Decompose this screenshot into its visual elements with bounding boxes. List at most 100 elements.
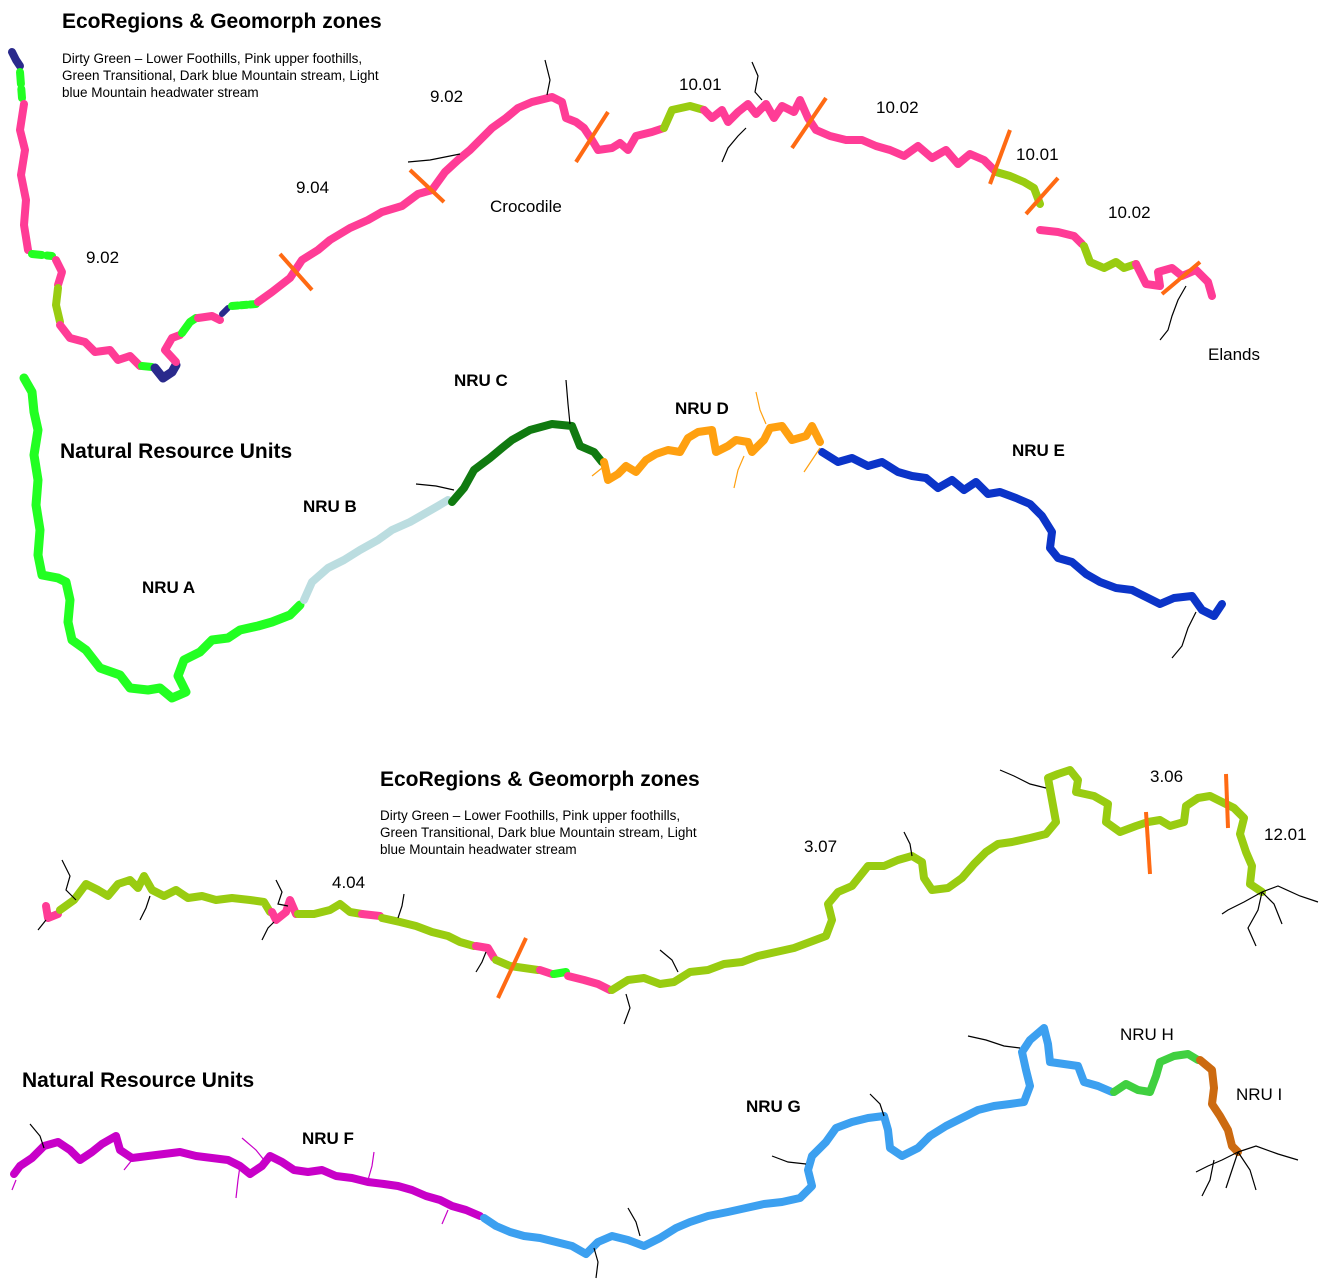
tributary-line bbox=[123, 1159, 133, 1171]
zone-boundary bbox=[278, 252, 314, 292]
river-label-elands: Elands bbox=[1208, 345, 1260, 364]
river2-segment-lower-foothills bbox=[608, 766, 1266, 994]
river1-segment-lower-foothills bbox=[52, 284, 64, 326]
tributary-line bbox=[733, 455, 745, 489]
nru-c-reach bbox=[448, 420, 606, 506]
river1-segment-mountain-stream bbox=[150, 360, 181, 383]
zone-label-9-04: 9.04 bbox=[296, 178, 329, 197]
tributary-line bbox=[29, 1123, 45, 1149]
tributary-line bbox=[261, 921, 275, 941]
river2-segment-lower-foothills bbox=[56, 872, 274, 916]
panel-nru-crocodile: Natural Resource Units NRU A NRU B NRU C… bbox=[19, 371, 1226, 703]
tributary-line bbox=[1261, 891, 1283, 925]
river1-segment-lower-foothills bbox=[1080, 242, 1140, 272]
zone-label-10-01: 10.01 bbox=[679, 75, 722, 94]
river1-segment-upper-foothills bbox=[16, 100, 32, 254]
zone-label-3-06: 3.06 bbox=[1150, 767, 1183, 786]
zone-boundary bbox=[1160, 260, 1202, 296]
nru-g-reach bbox=[480, 1024, 1116, 1258]
tributary-line bbox=[999, 769, 1047, 789]
panel3-legend-line2: Green Transitional, Dark blue Mountain s… bbox=[380, 825, 697, 840]
nru-label-b: NRU B bbox=[303, 497, 357, 516]
tributary-line bbox=[1171, 611, 1197, 659]
tributary-line bbox=[903, 831, 913, 857]
tributary-line bbox=[1201, 1159, 1215, 1197]
nru-d-reach bbox=[600, 422, 824, 484]
zone-boundary bbox=[988, 129, 1012, 185]
panel3-title: EcoRegions & Geomorph zones bbox=[380, 768, 700, 791]
tributary-line bbox=[441, 1209, 449, 1225]
zone-boundary bbox=[408, 168, 446, 204]
river1-segment-transitional bbox=[228, 300, 260, 310]
zone-label-12-01: 12.01 bbox=[1264, 825, 1307, 844]
nru-label-i: NRU I bbox=[1236, 1085, 1282, 1104]
panel3-legend-line3: blue Mountain headwater stream bbox=[380, 842, 577, 857]
river1-segment-upper-foothills bbox=[1132, 260, 1216, 300]
tributary-line bbox=[803, 447, 821, 473]
nru-a-reach bbox=[19, 373, 305, 703]
tributary-line bbox=[544, 59, 551, 96]
zone-boundary bbox=[1144, 811, 1152, 875]
nru-label-e: NRU E bbox=[1012, 441, 1065, 460]
tributary-line bbox=[475, 951, 487, 973]
panel-nru-second: Natural Resource Units NRU F NRU G NRU H… bbox=[10, 1024, 1299, 1279]
river2-segment-upper-foothills bbox=[536, 966, 556, 978]
tributary-line bbox=[1237, 1151, 1257, 1191]
nru-i-reach bbox=[1196, 1056, 1242, 1156]
panel2-title: Natural Resource Units bbox=[60, 440, 292, 463]
river2-segment-lower-foothills bbox=[294, 900, 366, 918]
tributary-line bbox=[751, 61, 763, 101]
zone-boundary bbox=[1024, 176, 1060, 216]
tributary-line bbox=[397, 893, 405, 919]
tributary-line bbox=[721, 127, 747, 163]
tributary-line bbox=[565, 379, 571, 425]
tributary-line bbox=[37, 919, 47, 931]
tributary-line bbox=[593, 1247, 599, 1279]
river2-segment-transitional bbox=[550, 968, 570, 978]
nru-b-reach bbox=[300, 496, 452, 604]
river1-segment-transitional bbox=[138, 362, 156, 371]
tributary-line bbox=[623, 993, 631, 1025]
zone-label-10-02: 10.02 bbox=[876, 98, 919, 117]
zone-boundary bbox=[1224, 773, 1230, 829]
tributary-line bbox=[407, 153, 461, 163]
tributary-line bbox=[235, 1165, 241, 1199]
tributary-line bbox=[1195, 1151, 1239, 1173]
panel1-legend-line3: blue Mountain headwater stream bbox=[62, 85, 259, 100]
tributary-line bbox=[415, 483, 455, 491]
zone-label-10-01: 10.01 bbox=[1016, 145, 1059, 164]
tributary-line bbox=[659, 949, 679, 973]
zone-label-9-02: 9.02 bbox=[86, 248, 119, 267]
river2-segment-upper-foothills bbox=[472, 942, 498, 962]
river2-segment-upper-foothills bbox=[564, 972, 614, 994]
river2-segment-upper-foothills bbox=[42, 902, 62, 922]
tributary-line bbox=[1247, 891, 1263, 947]
tributary-line bbox=[627, 1207, 641, 1237]
river1-segment-upper-foothills bbox=[56, 321, 144, 370]
river1-segment-upper-foothills bbox=[1036, 226, 1086, 248]
zone-label-4-04: 4.04 bbox=[332, 873, 365, 892]
nru-e-reach bbox=[818, 448, 1226, 620]
nru-label-d: NRU D bbox=[675, 399, 729, 418]
tributary-line bbox=[367, 1151, 375, 1181]
river1-segment-upper-foothills bbox=[700, 96, 998, 174]
river1-segment-transitional bbox=[28, 250, 56, 260]
river1-segment-upper-foothills bbox=[194, 312, 224, 324]
panel4-title: Natural Resource Units bbox=[22, 1069, 254, 1092]
zone-label-3-07: 3.07 bbox=[804, 837, 837, 856]
tributary-line bbox=[139, 895, 151, 921]
tributary-line bbox=[755, 391, 767, 425]
nru-label-g: NRU G bbox=[746, 1097, 801, 1116]
panel1-title: EcoRegions & Geomorph zones bbox=[62, 10, 382, 33]
river1-segment-lower-foothills bbox=[992, 168, 1044, 208]
tributary-line bbox=[1261, 885, 1319, 903]
tributary-line bbox=[1159, 285, 1187, 341]
panel1-legend-line2: Green Transitional, Dark blue Mountain s… bbox=[62, 68, 379, 83]
river2-segment-upper-foothills bbox=[268, 896, 300, 924]
river1-segment-transitional bbox=[178, 314, 200, 337]
zone-boundary bbox=[790, 96, 828, 150]
river2-segment-lower-foothills bbox=[378, 914, 478, 950]
tributary-line bbox=[771, 1155, 807, 1165]
nru-label-c: NRU C bbox=[454, 371, 508, 390]
